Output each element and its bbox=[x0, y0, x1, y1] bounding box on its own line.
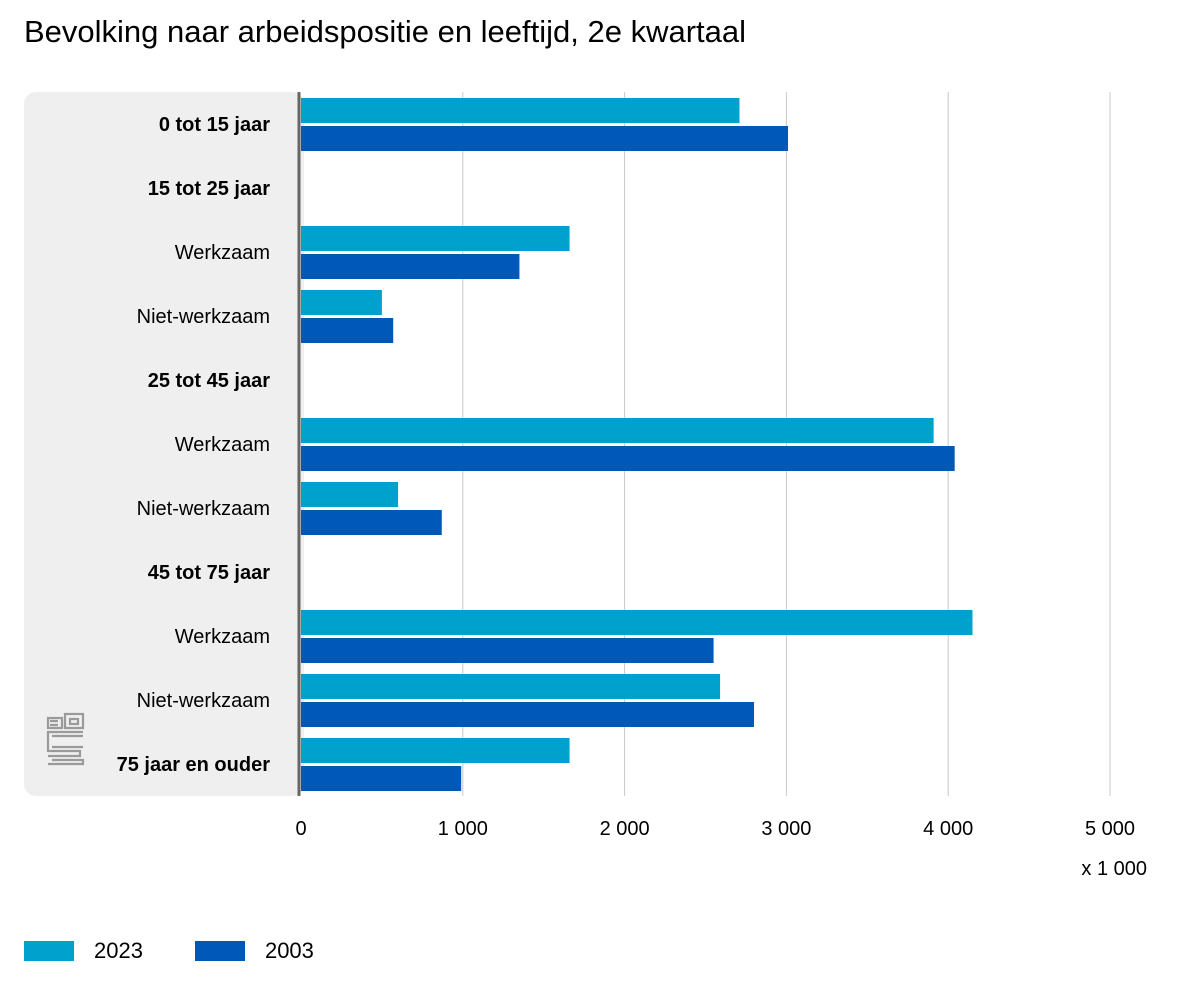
tick-label-1000: 1 000 bbox=[438, 818, 488, 840]
bars[interactable] bbox=[301, 98, 973, 791]
bar-2023-8[interactable] bbox=[301, 610, 973, 635]
bar-2003-5[interactable] bbox=[301, 446, 955, 471]
category-label-7: 45 tot 75 jaar bbox=[148, 562, 271, 584]
category-label-1: 15 tot 25 jaar bbox=[148, 178, 271, 200]
tick-label-3000: 3 000 bbox=[761, 818, 811, 840]
legend-label-2003: 2003 bbox=[264, 938, 314, 963]
legend-item-2023[interactable]: 2023 bbox=[24, 938, 143, 964]
legend: 2023 2003 bbox=[24, 938, 314, 964]
bar-2023-2[interactable] bbox=[301, 226, 570, 251]
bar-2023-3[interactable] bbox=[301, 290, 382, 315]
bar-2023-5[interactable] bbox=[301, 418, 934, 443]
legend-swatch-2003 bbox=[194, 941, 245, 961]
bar-2023-0[interactable] bbox=[301, 98, 740, 123]
category-label-5: Werkzaam bbox=[175, 434, 270, 456]
bar-2003-2[interactable] bbox=[301, 254, 520, 279]
chart-title: Bevolking naar arbeidspositie en leeftij… bbox=[24, 14, 747, 49]
tick-labels: 0 1 000 2 000 3 000 4 000 5 000 bbox=[295, 818, 1135, 840]
bar-2023-9[interactable] bbox=[301, 674, 721, 699]
legend-swatch-2023 bbox=[24, 941, 74, 961]
category-label-9: Niet-werkzaam bbox=[137, 690, 270, 712]
legend-label-2023: 2023 bbox=[94, 938, 143, 963]
bar-2023-6[interactable] bbox=[301, 482, 399, 507]
category-label-4: 25 tot 45 jaar bbox=[148, 370, 271, 392]
bar-2023-10[interactable] bbox=[301, 738, 570, 763]
category-labels: 0 tot 15 jaar 15 tot 25 jaar Werkzaam Niet-… bbox=[117, 114, 271, 776]
bar-2003-9[interactable] bbox=[301, 702, 755, 727]
category-panel bbox=[24, 92, 304, 796]
bar-2003-3[interactable] bbox=[301, 318, 394, 343]
bar-2003-6[interactable] bbox=[301, 510, 442, 535]
category-label-6: Niet-werkzaam bbox=[137, 498, 270, 520]
category-label-10: 75 jaar en ouder bbox=[117, 754, 271, 776]
tick-label-2000: 2 000 bbox=[600, 818, 650, 840]
bar-2003-0[interactable] bbox=[301, 126, 789, 151]
tick-label-4000: 4 000 bbox=[923, 818, 973, 840]
unit-label: x 1 000 bbox=[1081, 858, 1147, 880]
legend-item-2003[interactable]: 2003 bbox=[194, 938, 314, 964]
bar-2003-10[interactable] bbox=[301, 766, 462, 791]
category-label-3: Niet-werkzaam bbox=[137, 306, 270, 328]
tick-label-5000: 5 000 bbox=[1085, 818, 1135, 840]
category-label-2: Werkzaam bbox=[175, 242, 270, 264]
tick-label-0: 0 bbox=[295, 818, 306, 840]
category-label-0: 0 tot 15 jaar bbox=[159, 114, 270, 136]
bar-2003-8[interactable] bbox=[301, 638, 714, 663]
category-label-8: Werkzaam bbox=[175, 626, 270, 648]
cbs-logo-icon bbox=[46, 712, 85, 766]
